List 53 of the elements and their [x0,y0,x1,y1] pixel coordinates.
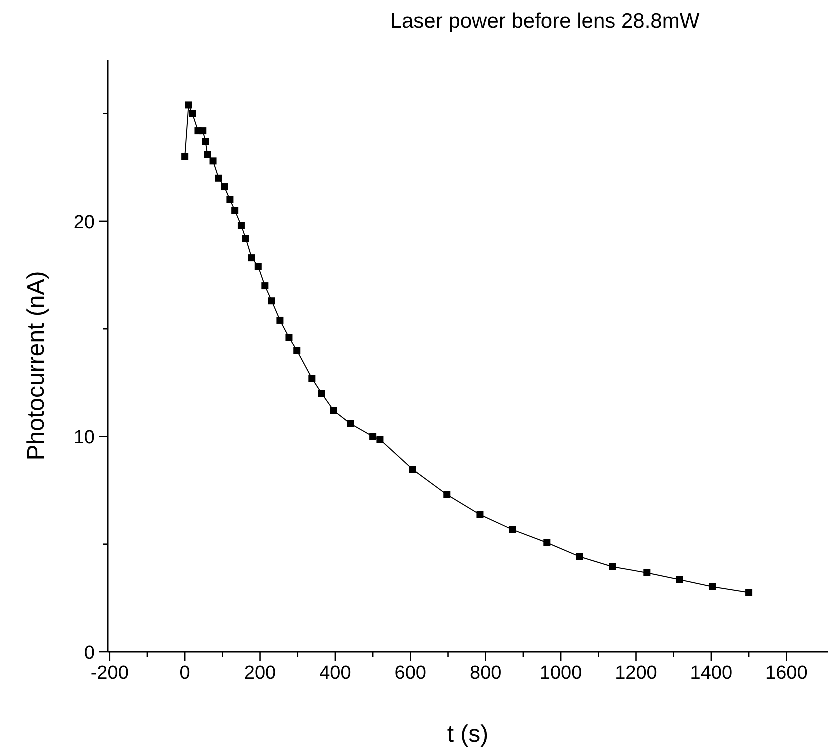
x-tick-label: 200 [244,663,276,684]
point [609,563,616,570]
point [509,526,516,534]
point [409,466,416,474]
point [676,576,684,584]
x-tick-label: -200 [90,663,129,684]
chart-title: Laser power before lens 28.8mW [390,10,700,33]
point [347,420,354,428]
point [232,207,239,214]
point [238,222,245,230]
y-tick-label: 0 [84,643,95,664]
point [318,390,326,398]
y-axis-title: Photocurrent (nA) [23,271,50,461]
point [215,174,222,182]
point [644,569,651,576]
point [200,128,207,135]
x-tick-label: 1200 [615,663,658,684]
point [444,491,451,498]
point [376,436,384,444]
point [294,347,301,354]
x-tick-label: 600 [394,663,427,684]
point [268,298,276,305]
x-axis-title: t (s) [447,721,489,748]
y-tick-label: 20 [74,212,95,234]
point [182,153,189,160]
point [254,263,262,270]
point [370,433,377,440]
point [262,282,269,290]
point [189,110,196,118]
point [221,184,228,191]
x-tick-label: 800 [470,663,502,684]
x-tick-label: 400 [320,663,352,684]
x-tick-label: 1600 [766,663,808,684]
point [210,158,217,165]
point [185,102,192,109]
x-tick-label: 1400 [690,663,733,684]
point [308,375,316,382]
point [476,511,484,518]
point [544,539,551,546]
point [576,553,584,560]
x-tick-label: 1000 [540,663,582,684]
x-tick-label: 0 [180,663,190,684]
point [202,138,210,146]
y-tick-label: 10 [74,428,95,449]
point [286,334,293,342]
point [204,151,212,158]
point [330,407,338,414]
point [276,316,284,324]
point [248,254,256,262]
point [242,235,250,242]
point [746,589,753,596]
point [709,583,716,590]
point [226,196,234,204]
